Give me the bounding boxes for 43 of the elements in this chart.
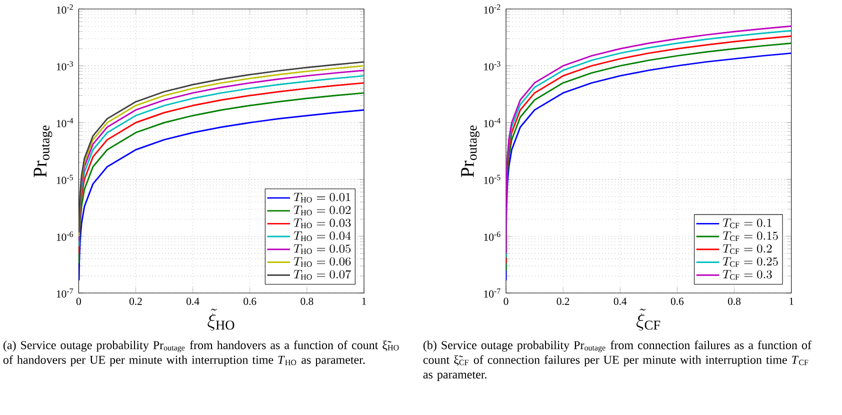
legend-label: $T_{\mathrm{HO}} = 0.02$ [294,206,351,216]
x-tick-label: 0.2 [556,298,570,305]
x-tick-label: 0.2 [129,298,142,305]
x-tick-label: 0.8 [728,298,741,305]
y-tick-label: 10$^{-4}$ [484,118,501,128]
y-tick-label: 10$^{-3}$ [484,61,500,70]
y-tick-label: 10$^{-5}$ [484,174,500,184]
x-tick-label: 0.4 [614,298,627,305]
x-tick-label: 0.8 [300,298,314,305]
x-tick-label: 0 [76,298,81,305]
legend-label: $T_{\mathrm{HO}} = 0.01$ [294,192,350,202]
legend-label: $T_{\mathrm{CF}} = 0.2$ [722,244,772,254]
x-axis-title: $\tilde{\xi}_{\mathrm{HO}}$ [208,308,234,331]
x-tick-label: 0.6 [244,298,256,305]
x-tick-label: 1 [790,298,794,305]
y-tick-label: 10$^{-7}$ [484,288,500,298]
y-tick-label: 10$^{-6}$ [56,232,74,241]
legend-label: $T_{\mathrm{CF}} = 0.1$ [722,218,772,228]
legend-label: $T_{\mathrm{HO}} = 0.04$ [294,232,351,242]
x-tick-label: 0 [504,298,508,305]
legend-label: $T_{\mathrm{CF}} = 0.3$ [722,270,772,280]
legend-label: $T_{\mathrm{HO}} = 0.06$ [294,257,351,267]
y-tick-label: 10$^{-3}$ [56,61,74,70]
legend-label: $T_{\mathrm{CF}} = 0.15$ [722,232,778,242]
text: (b) Service outage probability Pr$_{outage}$ from connection failures as a function of count ξ̃$_{CF}$ of connection failures per UE per minute with interruption time T$_{CF}$ as parameter. [423,340,812,381]
legend-label: $T_{\mathrm{HO}} = 0.07$ [294,270,351,280]
y-tick-label: 10$^{-7}$ [56,288,74,298]
y-tick-label: 10$^{-2}$ [484,4,500,14]
y-tick-label: 10$^{-2}$ [56,4,73,14]
x-tick-label: 0.6 [670,298,684,305]
text: (a) Service outage probability Pr$_{outage}$ from handovers as a function of count ξ̃$_{HO}$ of handovers per UE per minute with interruption time T$_{HO}$ as parameter. [3,340,399,366]
x-tick-label: 0.4 [186,298,200,305]
y-tick-label: 10$^{-5}$ [56,174,74,184]
legend-label: $T_{\mathrm{CF}} = 0.25$ [722,257,778,267]
x-axis-title: $\tilde{\xi}_{\mathrm{CF}}$ [636,308,660,331]
y-axis-title: $\mathrm{Pr}_{\mathrm{outage}}$ [34,126,52,178]
x-tick-label: 1 [362,298,366,305]
y-tick-label: 10$^{-4}$ [56,118,74,128]
legend-label: $T_{\mathrm{HO}} = 0.05$ [294,244,351,254]
legend-label: $T_{\mathrm{HO}} = 0.03$ [294,218,351,228]
y-tick-label: 10$^{-6}$ [484,232,500,241]
y-axis-title: $\mathrm{Pr}_{\mathrm{outage}}$ [461,126,480,178]
line-series [78,109,364,282]
